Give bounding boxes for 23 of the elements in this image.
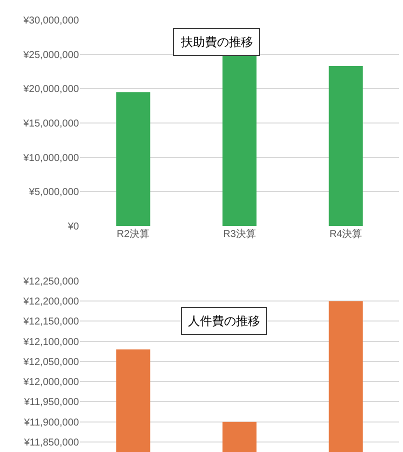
y-tick-label: ¥20,000,000 <box>22 84 80 96</box>
y-tick-label: ¥12,150,000 <box>22 316 80 328</box>
y-tick-label: ¥10,000,000 <box>22 152 80 164</box>
bar <box>116 92 150 226</box>
y-tick-label: ¥11,950,000 <box>23 397 80 408</box>
y-tick-label: ¥25,000,000 <box>22 50 80 61</box>
y-tick-label: ¥12,250,000 <box>22 276 80 288</box>
x-tick-label: R3決算 <box>223 228 256 240</box>
text: 扶助費の推移 <box>180 35 253 49</box>
y-tick-label: ¥12,000,000 <box>22 377 80 388</box>
y-tick-label: ¥15,000,000 <box>22 118 80 130</box>
y-tick-label: ¥30,000,000 <box>22 16 80 26</box>
y-tick-label: ¥0 <box>66 222 80 232</box>
bar <box>328 66 363 226</box>
y-tick-label: ¥11,850,000 <box>23 437 80 448</box>
y-tick-label: ¥12,100,000 <box>22 336 80 348</box>
x-tick-label: R2決算 <box>116 228 150 240</box>
text: 人件費の推移 <box>188 314 260 328</box>
y-tick-label: ¥11,900,000 <box>23 417 80 428</box>
y-tick-label: ¥12,200,000 <box>22 296 80 308</box>
y-tick-label: ¥5,000,000 <box>28 187 80 198</box>
x-tick-label: R4決算 <box>329 228 362 240</box>
y-tick-label: ¥12,050,000 <box>22 356 80 368</box>
